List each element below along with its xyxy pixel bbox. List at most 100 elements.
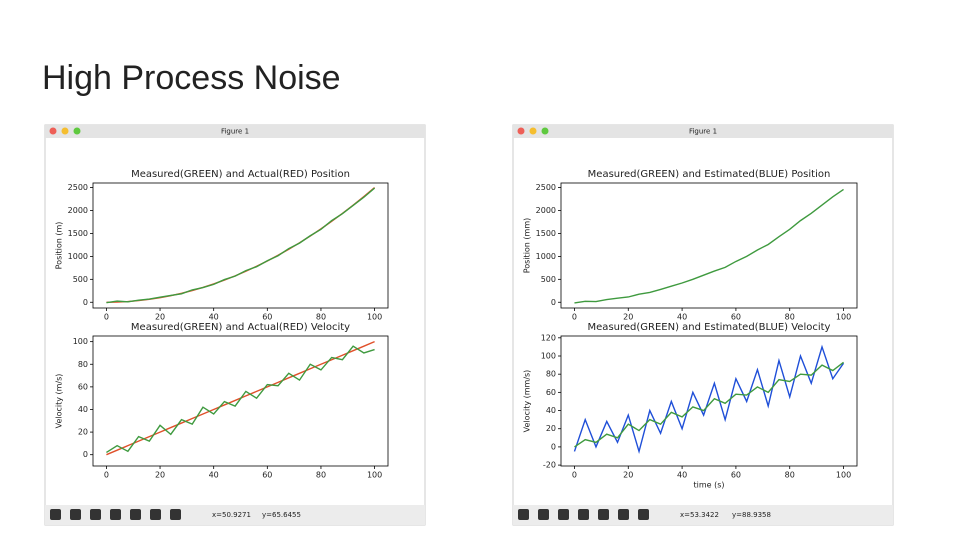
axes-frame — [560, 335, 858, 467]
y-tick-label: 1500 — [68, 229, 88, 238]
y-tick-label: 0 — [551, 442, 556, 451]
y-axis-label: Velocity (mm/s) — [523, 370, 532, 433]
pan-button[interactable] — [110, 509, 121, 520]
toolbar-icons — [50, 509, 181, 520]
x-tick-label: 100 — [836, 313, 851, 322]
y-axis-label: Position (mm) — [523, 218, 532, 274]
zoom-tool-button[interactable] — [598, 509, 609, 520]
close-button[interactable] — [49, 127, 57, 135]
y-tick-label: 1000 — [536, 252, 556, 261]
y-tick-label: 2000 — [536, 206, 556, 215]
forward-button[interactable] — [90, 509, 101, 520]
cursor-x: x=50.9271 — [212, 511, 251, 519]
series-line — [106, 187, 376, 304]
forward-button[interactable] — [558, 509, 569, 520]
y-tick-label: 0 — [83, 298, 88, 307]
x-tick-label: 60 — [262, 471, 272, 480]
x-tick-label: 80 — [785, 313, 795, 322]
y-tick-label: 20 — [546, 424, 556, 433]
save-button[interactable] — [170, 509, 181, 520]
close-button[interactable] — [517, 127, 525, 135]
x-tick-label: 20 — [155, 313, 165, 322]
x-axis-label: time (s) — [693, 481, 724, 490]
chart-title: Measured(GREEN) and Estimated(BLUE) Posi… — [588, 169, 831, 180]
y-tick-label: -20 — [543, 461, 556, 470]
pan-button[interactable] — [578, 509, 589, 520]
window-title: Figure 1 — [221, 128, 249, 136]
x-tick-label: 60 — [731, 313, 741, 322]
configure-button[interactable] — [150, 509, 161, 520]
toolbar-icons — [518, 509, 649, 520]
home-button[interactable] — [50, 509, 61, 520]
x-tick-label: 20 — [155, 471, 165, 480]
y-tick-label: 2500 — [536, 183, 556, 192]
window-title: Figure 1 — [689, 128, 717, 136]
x-tick-label: 60 — [262, 313, 272, 322]
axes-frame — [92, 182, 389, 309]
series-line — [573, 344, 845, 455]
y-tick-label: 20 — [78, 428, 88, 437]
title-bar — [45, 125, 425, 138]
x-tick-label: 80 — [785, 471, 795, 480]
minimize-button[interactable] — [61, 127, 69, 135]
back-button[interactable] — [538, 509, 549, 520]
series-line — [574, 361, 844, 448]
x-tick-label: 40 — [209, 471, 219, 480]
x-tick-label: 80 — [316, 471, 326, 480]
x-tick-label: 0 — [104, 313, 109, 322]
minimize-button[interactable] — [529, 127, 537, 135]
x-tick-label: 100 — [367, 471, 382, 480]
slide-title: High Process Noise — [42, 59, 341, 97]
y-axis-label: Velocity (m/s) — [55, 374, 64, 429]
x-tick-label: 40 — [677, 471, 687, 480]
axes-frame — [92, 335, 389, 467]
x-tick-label: 0 — [572, 313, 577, 322]
y-tick-label: 80 — [546, 370, 556, 379]
x-tick-label: 100 — [836, 471, 851, 480]
window: Figure 1 x=50.9271 y=65.6455 — [44, 124, 426, 526]
y-tick-label: 40 — [78, 405, 88, 414]
y-tick-label: 0 — [551, 298, 556, 307]
y-tick-label: 100 — [541, 352, 556, 361]
y-tick-label: 2000 — [68, 206, 88, 215]
y-tick-label: 0 — [83, 450, 88, 459]
x-tick-label: 0 — [572, 471, 577, 480]
y-tick-label: 100 — [73, 337, 88, 346]
window-frame — [512, 124, 894, 526]
axes-frame — [560, 182, 858, 309]
zoom-tool-button[interactable] — [130, 509, 141, 520]
cursor-y: y=88.9358 — [732, 511, 771, 519]
x-tick-label: 0 — [104, 471, 109, 480]
y-axis-label: Position (m) — [55, 222, 64, 270]
y-tick-label: 500 — [541, 275, 556, 284]
x-tick-label: 40 — [677, 313, 687, 322]
window: Figure 1 x=53.3422 y=88.9358 — [512, 124, 894, 526]
y-tick-label: 1500 — [536, 229, 556, 238]
save-button[interactable] — [638, 509, 649, 520]
y-tick-label: 1000 — [68, 252, 88, 261]
chart-title: Measured(GREEN) and Estimated(BLUE) Velo… — [588, 322, 831, 333]
y-tick-label: 2500 — [68, 183, 88, 192]
configure-button[interactable] — [618, 509, 629, 520]
home-button[interactable] — [518, 509, 529, 520]
x-tick-label: 20 — [623, 471, 633, 480]
window-frame — [44, 124, 426, 526]
y-tick-label: 500 — [73, 275, 88, 284]
series-line — [574, 188, 844, 304]
x-tick-label: 40 — [209, 313, 219, 322]
chart-title: Measured(GREEN) and Actual(RED) Velocity — [131, 322, 350, 333]
zoom-button[interactable] — [541, 127, 549, 135]
zoom-button[interactable] — [73, 127, 81, 135]
back-button[interactable] — [70, 509, 81, 520]
x-tick-label: 20 — [623, 313, 633, 322]
title-bar — [513, 125, 893, 138]
x-tick-label: 60 — [731, 471, 741, 480]
cursor-x: x=53.3422 — [680, 511, 719, 519]
y-tick-label: 60 — [546, 388, 556, 397]
cursor-y: y=65.6455 — [262, 511, 301, 519]
x-tick-label: 100 — [367, 313, 382, 322]
x-tick-label: 80 — [316, 313, 326, 322]
y-tick-label: 60 — [78, 382, 88, 391]
